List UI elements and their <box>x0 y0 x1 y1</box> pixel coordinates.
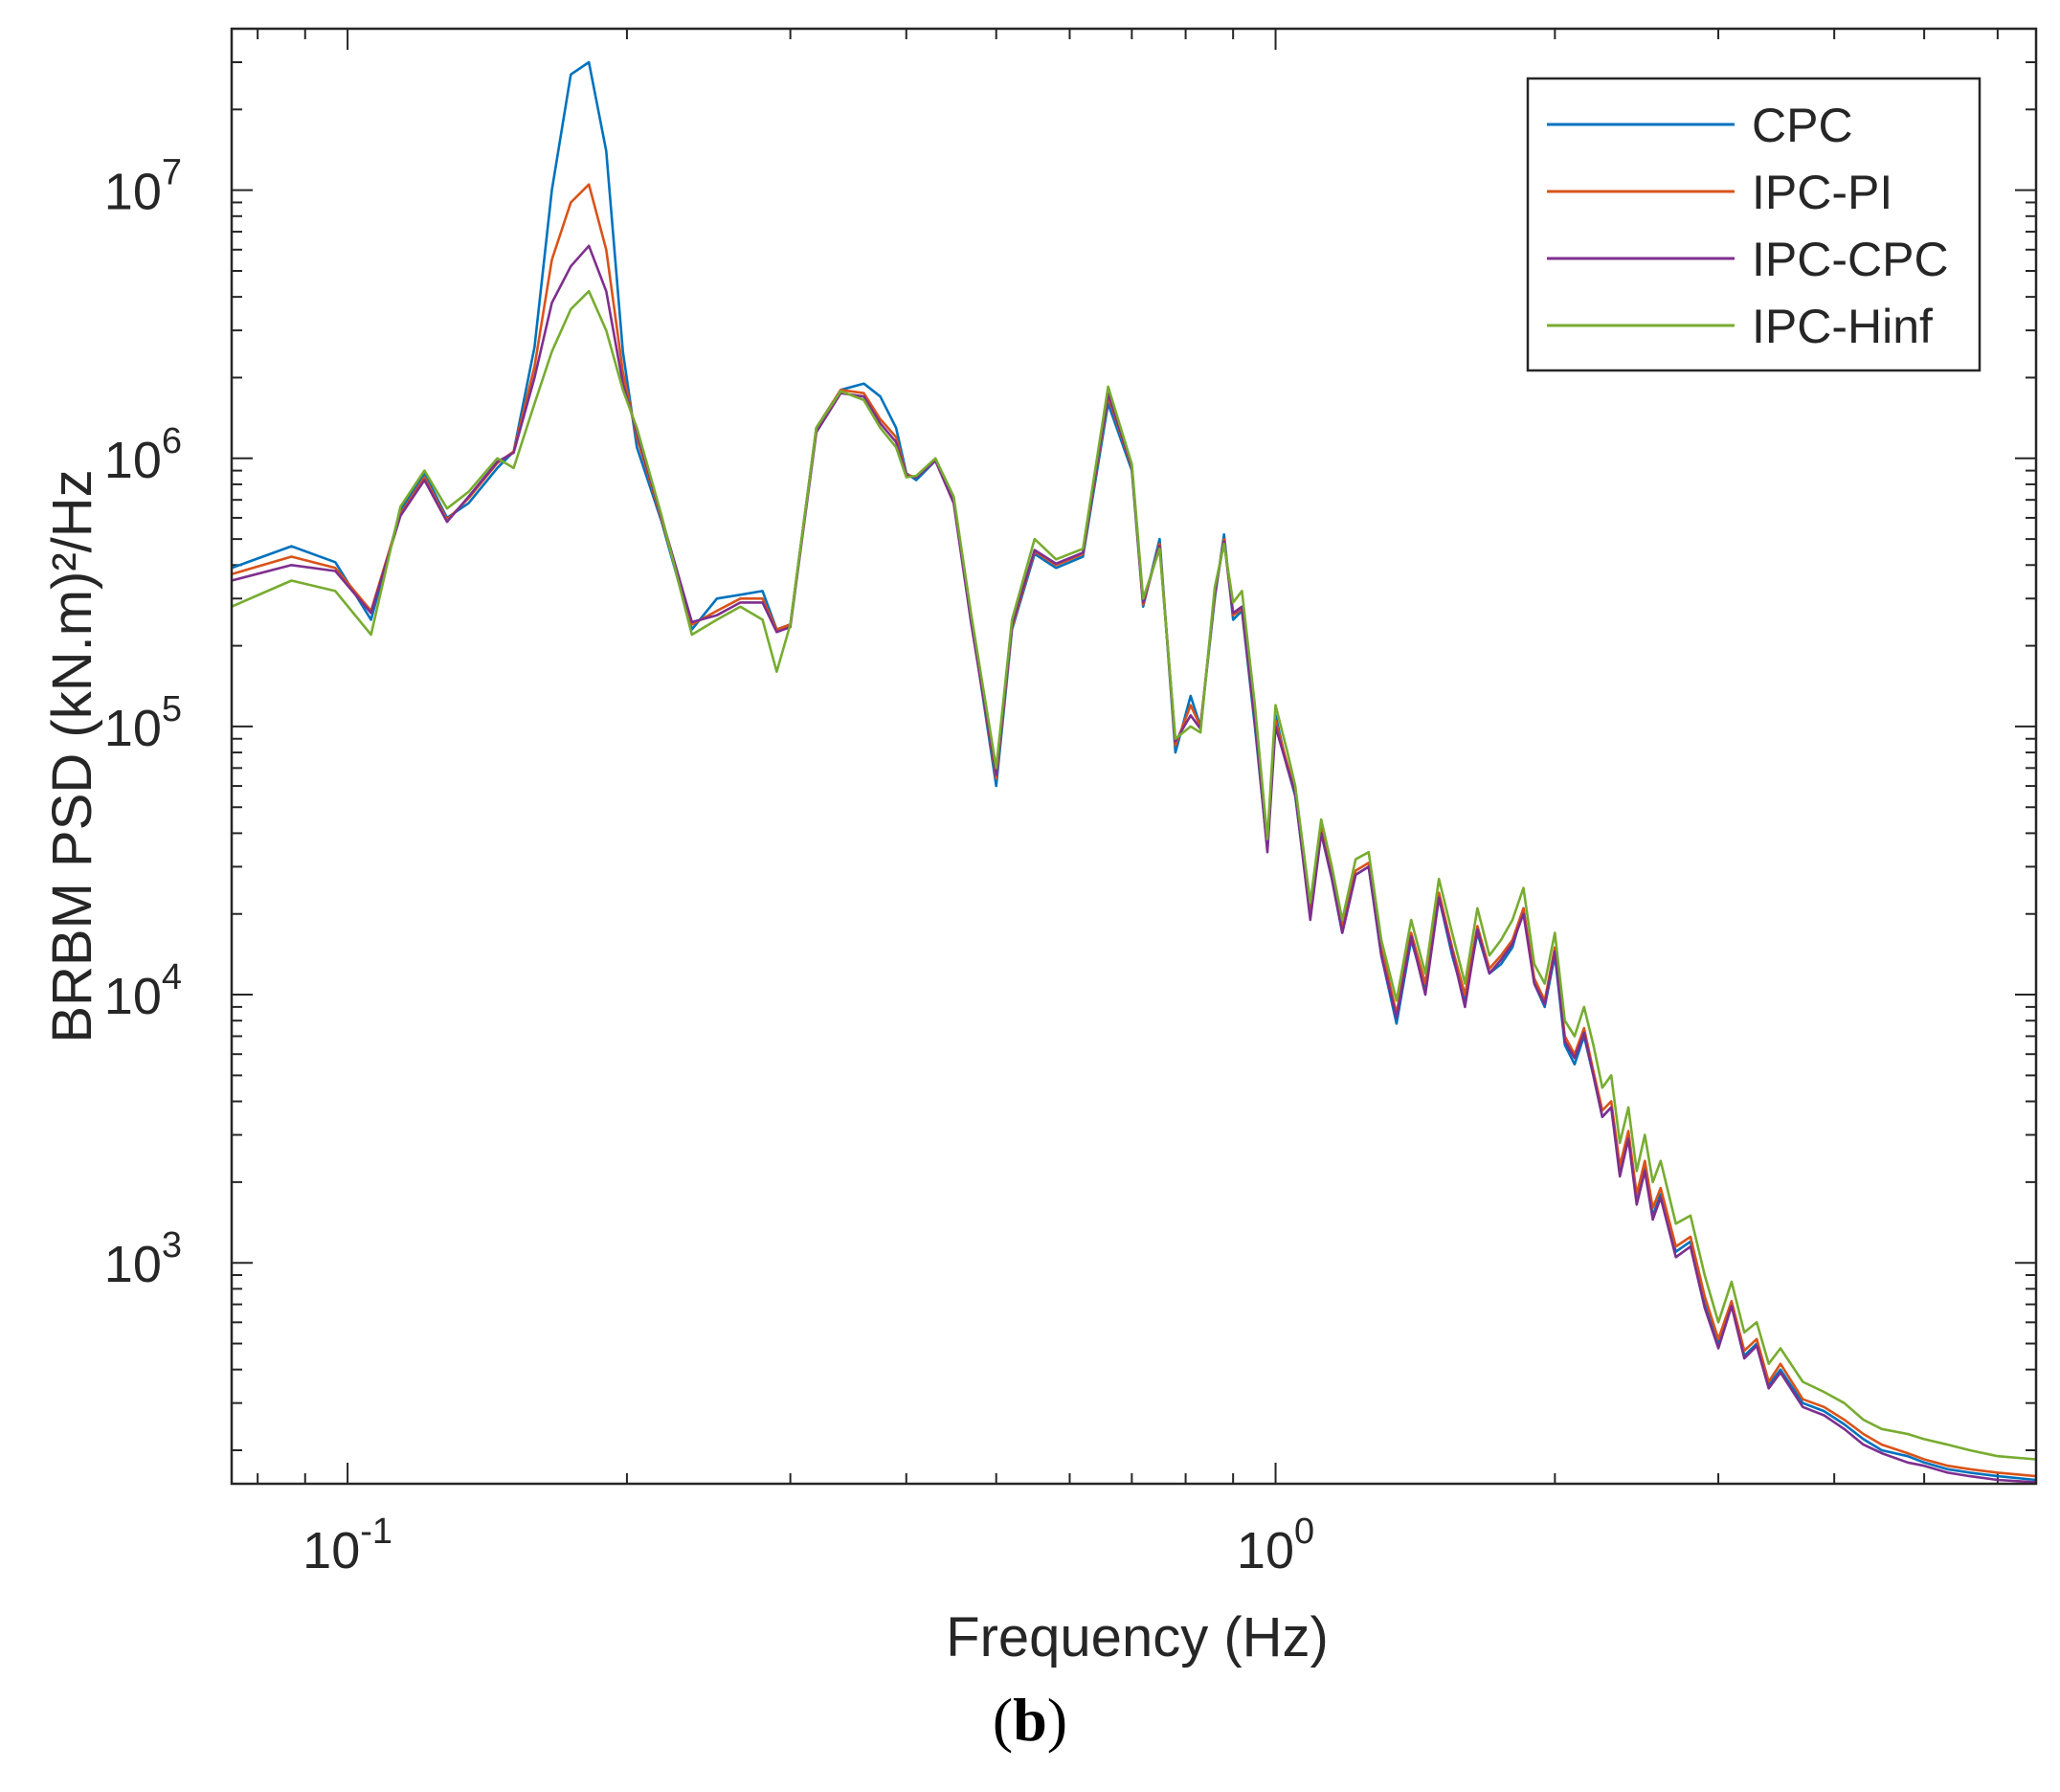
y-tick-exp: 3 <box>162 1225 182 1266</box>
x-axis: 10-1 100 <box>302 1512 1314 1579</box>
series-line-ipc-hinf <box>232 289 2036 1461</box>
caption-open: ( <box>992 1686 1014 1754</box>
caption-letter: b <box>1013 1686 1047 1754</box>
x-axis-label: Frequency (Hz) <box>946 1606 1329 1669</box>
caption-close: ) <box>1046 1686 1068 1754</box>
y-tick-exp: 7 <box>162 153 182 193</box>
axes-frame <box>230 27 2038 1486</box>
legend: CPC IPC-PI IPC-CPC IPC-Hinf <box>1526 77 1982 372</box>
y-tick-exp: 4 <box>162 957 182 997</box>
figure-caption: (b) <box>0 1685 2060 1756</box>
series-line-ipc-cpc <box>232 244 2036 1484</box>
x-tick-exp: 0 <box>1294 1512 1314 1552</box>
series-group <box>232 60 2036 1484</box>
y-axis-label-main: BRBM PSD (kN.m)²/Hz <box>41 469 103 1042</box>
y-axis-label: BRBM PSD (kN.m)²/Hz <box>41 469 103 1042</box>
y-tick-label: 103 <box>104 1225 182 1293</box>
y-tick-label: 104 <box>104 957 182 1025</box>
y-tick-base: 10 <box>104 1236 162 1293</box>
legend-label: IPC-PI <box>1752 166 1892 219</box>
y-tick-label: 107 <box>104 153 182 221</box>
legend-label: CPC <box>1752 99 1853 152</box>
y-tick-label: 106 <box>104 421 182 489</box>
legend-box <box>1526 77 1982 372</box>
x-tick-exp: -1 <box>360 1512 392 1552</box>
legend-label: IPC-Hinf <box>1752 300 1933 353</box>
y-tick-base: 10 <box>104 432 162 489</box>
y-tick-base: 10 <box>104 968 162 1025</box>
y-tick-exp: 6 <box>162 421 182 461</box>
x-tick-label: 100 <box>1237 1512 1314 1579</box>
minor-ticks <box>232 28 2036 1484</box>
x-tick-label: 10-1 <box>302 1512 392 1579</box>
x-tick-base: 10 <box>302 1522 360 1579</box>
x-tick-base: 10 <box>1237 1522 1294 1579</box>
legend-label: IPC-CPC <box>1752 233 1949 286</box>
y-tick-exp: 5 <box>162 689 182 729</box>
y-tick-base: 10 <box>104 700 162 757</box>
y-tick-label: 105 <box>104 689 182 757</box>
y-tick-base: 10 <box>104 164 162 221</box>
legend-items: CPC IPC-PI IPC-CPC IPC-Hinf <box>1547 99 1949 353</box>
